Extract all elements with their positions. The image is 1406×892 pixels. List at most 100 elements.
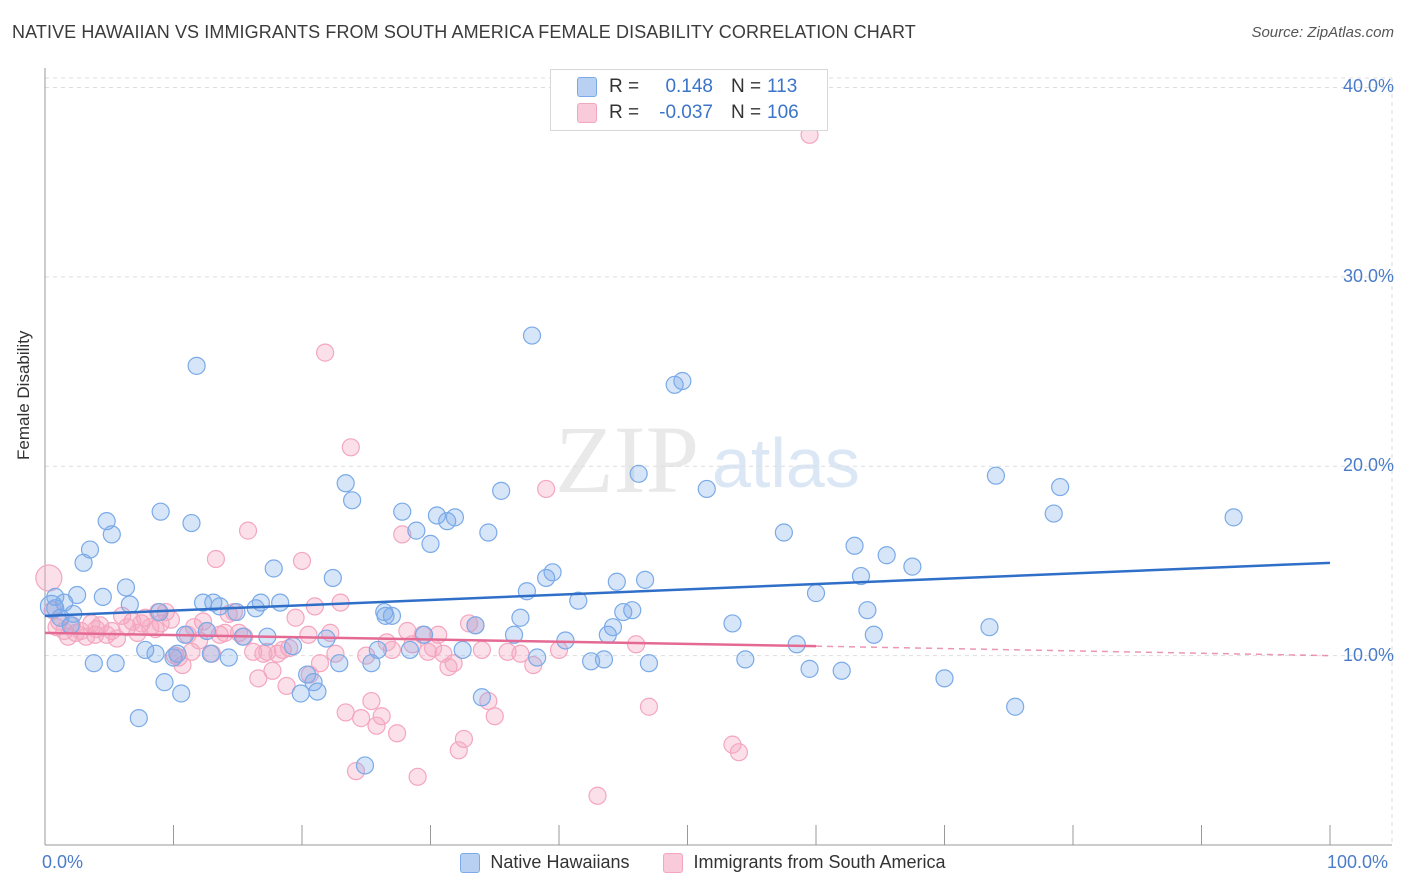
point-native-hawaiians [336,474,355,493]
point-native-hawaiians [382,606,402,625]
point-immigrants [305,597,324,616]
y-tick-label: 10.0% [1342,644,1394,665]
point-native-hawaiians [864,625,883,644]
point-native-hawaiians [151,502,170,521]
point-native-hawaiians [355,756,375,775]
point-native-hawaiians [614,602,633,622]
point-native-hawaiians [136,640,155,660]
y-axis-label: Female Disability [14,330,33,460]
stats-n-label: N = [731,76,762,97]
point-native-hawaiians [697,479,716,499]
point-native-hawaiians [80,540,100,559]
trend-line-native-hawaiians [44,561,1331,618]
point-immigrants [393,525,412,544]
point-native-hawaiians [129,709,148,728]
point-native-hawaiians [102,525,121,544]
point-native-hawaiians [201,644,220,663]
point-native-hawaiians [407,521,426,540]
point-native-hawaiians [1224,508,1243,527]
stats-swatch-pink [577,103,597,123]
point-native-hawaiians [594,650,614,669]
point-native-hawaiians [116,578,136,597]
point-native-hawaiians [93,587,112,607]
point-native-hawaiians [304,673,323,692]
point-native-hawaiians [774,523,793,542]
point-native-hawaiians [639,654,659,673]
y-tick-label: 20.0% [1342,455,1394,476]
axes [44,68,1392,846]
point-native-hawaiians [298,665,317,684]
point-immigrants [729,743,749,762]
point-native-hawaiians [155,673,174,692]
point-native-hawaiians [522,326,542,345]
point-native-hawaiians [210,597,229,616]
point-native-hawaiians [219,648,238,667]
trend-line-immigrants-extension [815,645,1331,657]
point-native-hawaiians [1051,477,1070,497]
point-native-hawaiians [528,648,547,667]
point-native-hawaiians [543,563,562,582]
point-native-hawaiians [556,631,575,650]
point-native-hawaiians [635,570,655,589]
point-immigrants [310,654,330,673]
point-immigrants [182,642,201,661]
point-native-hawaiians [800,659,819,678]
point-native-hawaiians [120,595,139,614]
point-native-hawaiians [623,601,642,620]
point-native-hawaiians [227,602,246,622]
point-immigrants [723,735,742,754]
point-native-hawaiians [368,640,387,660]
stats-r-value: 0.148 [665,76,713,97]
stats-n-label: N = [731,102,762,123]
point-immigrants [263,661,282,680]
point-immigrants [118,618,137,637]
point-native-hawaiians [673,371,692,391]
point-native-hawaiians [511,608,530,627]
point-native-hawaiians [330,654,349,673]
point-native-hawaiians [106,654,125,673]
stats-n-value: 113 [767,76,798,97]
bottom-legend: Native Hawaiians Immigrants from South A… [0,852,1406,873]
legend-item-native-hawaiians[interactable]: Native Hawaiians [460,852,629,873]
point-native-hawaiians [607,572,626,591]
point-native-hawaiians [46,599,65,618]
legend-label-immigrants: Immigrants from South America [693,852,946,872]
stats-legend: R = 0.148 N = 113 R = -0.037 N = 106 [550,69,828,131]
point-immigrants [472,640,491,660]
point-immigrants [206,549,226,569]
point-immigrants [639,697,659,716]
point-native-hawaiians [492,481,511,500]
stats-n-value: 106 [767,102,799,123]
point-native-hawaiians [858,601,877,620]
point-native-hawaiians [146,644,165,663]
point-immigrants [362,691,381,711]
point-native-hawaiians [323,568,342,588]
legend-swatch-pink [663,852,684,873]
point-immigrants [316,343,335,362]
point-immigrants [238,521,258,540]
point-immigrants [277,676,296,696]
point-immigrants [286,608,305,627]
point-immigrants [449,741,468,760]
point-immigrants [292,551,312,571]
point-native-hawaiians [182,513,201,533]
point-immigrants [588,786,607,805]
point-native-hawaiians [251,593,270,612]
point-native-hawaiians [877,546,896,565]
legend-item-immigrants[interactable]: Immigrants from South America [663,852,946,873]
point-native-hawaiians [427,506,447,525]
point-immigrants [352,709,371,728]
point-native-hawaiians [168,644,187,663]
point-immigrants [341,438,360,457]
point-native-hawaiians [445,508,465,527]
point-immigrants [35,564,63,592]
point-native-hawaiians [980,618,999,637]
point-native-hawaiians [172,684,191,703]
chart-title: NATIVE HAWAIIAN VS IMMIGRANTS FROM SOUTH… [12,22,916,42]
point-immigrants [299,625,318,644]
point-native-hawaiians [935,669,954,688]
stats-r-label: R = [609,76,640,97]
point-native-hawaiians [264,559,283,578]
point-native-hawaiians [453,640,472,660]
point-immigrants [485,707,504,726]
